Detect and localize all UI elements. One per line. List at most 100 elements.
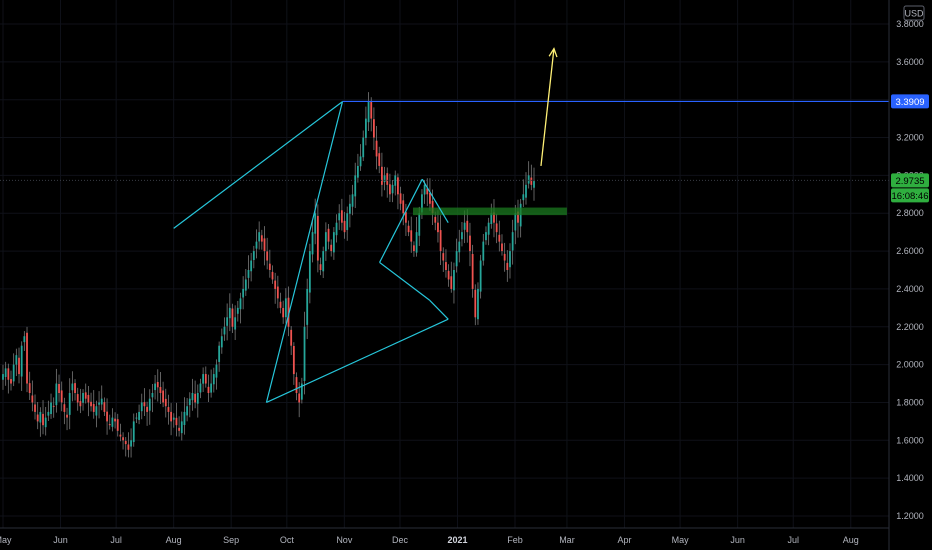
candle-body (429, 192, 431, 204)
candle-body (124, 440, 127, 445)
candle-body (386, 173, 389, 185)
candle-body (284, 298, 287, 318)
trend-line[interactable] (379, 261, 431, 301)
x-tick-label: Feb (507, 535, 523, 545)
candle-body (314, 213, 317, 234)
candle-body (300, 383, 303, 400)
candle-body (442, 253, 445, 261)
trend-line[interactable] (266, 318, 449, 404)
candle-body (223, 326, 226, 335)
x-tick-label: Jul (110, 535, 122, 545)
candle-body (111, 417, 114, 427)
candle-body (421, 194, 423, 213)
candle-body (466, 220, 469, 233)
candle-body (397, 177, 399, 195)
candle-body (167, 407, 170, 412)
candle-body (68, 393, 71, 415)
candle-body (434, 216, 437, 223)
candle-body (55, 383, 58, 406)
candle-body (290, 329, 293, 346)
candle-body (23, 336, 26, 343)
resistance-price-tag (891, 94, 929, 109)
candle-body (194, 393, 197, 403)
candle-body (18, 357, 20, 375)
candle-body (474, 289, 477, 318)
candle-body (151, 393, 154, 398)
candle-body (279, 301, 282, 308)
candle-body (410, 230, 413, 242)
candle-body (98, 402, 100, 405)
candle-body (405, 212, 407, 223)
support-zone[interactable] (412, 207, 567, 216)
y-tick-label: 2.6000 (896, 246, 924, 256)
candle-body (4, 368, 7, 377)
candle-body (215, 364, 218, 378)
candle-body (324, 232, 327, 252)
currency-box (903, 5, 925, 21)
candle-body (132, 421, 135, 443)
candle-body (263, 238, 266, 252)
candle-body (485, 232, 487, 241)
y-tick-label: 2.4000 (896, 284, 924, 294)
candle-body (156, 382, 159, 388)
y-tick-label: 1.2000 (896, 511, 924, 521)
candle-body (42, 413, 44, 426)
y-tick-label: 2.0000 (896, 360, 924, 370)
candle-body (26, 332, 28, 384)
candle-body (359, 156, 362, 167)
candle-body (135, 417, 138, 419)
candle-body (431, 200, 434, 214)
x-tick-label: Jun (53, 535, 68, 545)
candle-body (522, 194, 525, 201)
candle-body (231, 308, 234, 327)
candle-body (514, 213, 517, 231)
candle-body (319, 264, 322, 270)
candle-body (116, 419, 119, 431)
candle-body (178, 427, 181, 431)
candle-body (191, 393, 194, 401)
candle-body (271, 271, 274, 280)
candle-body (487, 222, 490, 235)
trend-line[interactable] (421, 178, 449, 223)
candle-body (119, 434, 122, 437)
candle-body (274, 280, 277, 289)
candle-body (170, 411, 173, 422)
candle-body (370, 101, 373, 119)
time-axis[interactable]: May Jun Jul Aug Sep Oct Nov Dec 2021 Feb Mar Apr May… (0, 535, 859, 545)
x-tick-label: Aug (843, 535, 859, 545)
candle-body (207, 386, 210, 393)
last-price-tag (891, 173, 929, 188)
candle-body (143, 402, 146, 407)
candle-body (394, 175, 397, 186)
candle-body (266, 251, 269, 261)
trend-line[interactable] (429, 299, 449, 320)
candle-body (260, 235, 263, 242)
candle-body (506, 262, 509, 270)
trend-line[interactable] (379, 178, 423, 263)
candle-body (228, 307, 231, 319)
candle-body (458, 241, 461, 253)
candle-body (234, 317, 237, 330)
candle-body (383, 175, 386, 183)
trend-line[interactable] (265, 101, 344, 403)
candle-body (493, 212, 495, 223)
projection-arrow[interactable] (540, 48, 555, 166)
candle-body (527, 175, 530, 184)
x-tick-label: May (0, 535, 12, 545)
candle-body (12, 364, 15, 382)
candle-body (335, 222, 338, 236)
candle-body (308, 251, 311, 293)
candle-body (20, 345, 23, 377)
candle-body (52, 405, 55, 407)
x-tick-label: Jul (788, 535, 800, 545)
x-tick-label: 2021 (447, 535, 467, 545)
candle-body (340, 210, 343, 223)
candle-body (477, 288, 479, 320)
candle-body (517, 211, 519, 223)
currency-label[interactable]: USD (903, 5, 925, 21)
candle-body (164, 398, 167, 407)
y-tick-label: 1.6000 (896, 435, 924, 445)
trend-line[interactable] (173, 101, 343, 229)
